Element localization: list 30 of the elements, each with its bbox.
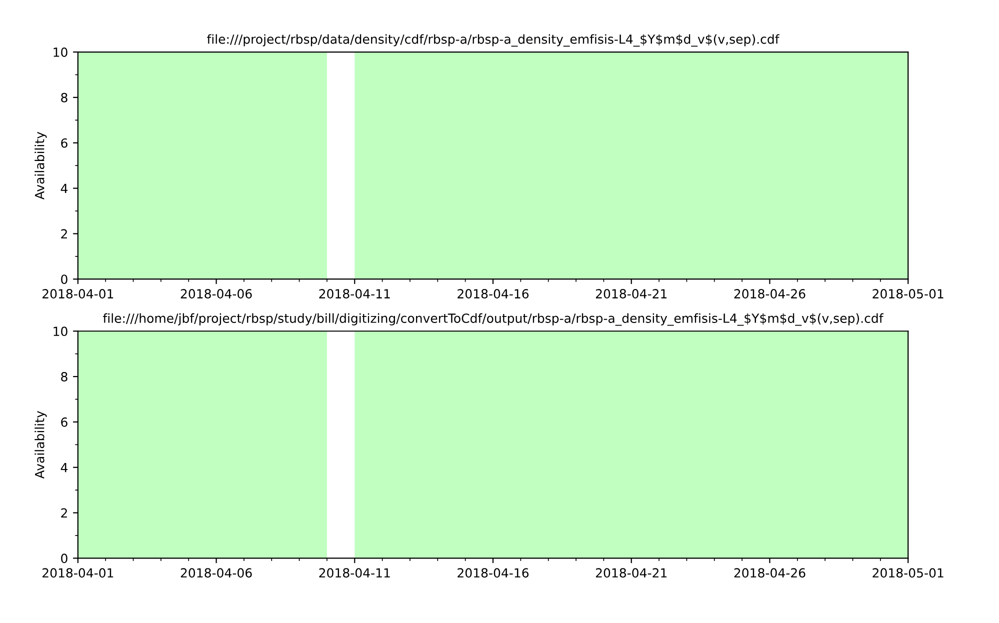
y-tick-label: 0 bbox=[61, 274, 68, 284]
y-tick-label: 4 bbox=[60, 184, 68, 194]
x-tick-label: 2018-04-01 bbox=[42, 568, 114, 578]
x-tick-label: 2018-04-06 bbox=[180, 568, 252, 578]
y-tick-label: 0 bbox=[61, 554, 68, 564]
x-tick-label: 2018-04-06 bbox=[180, 289, 252, 298]
y-axis-title: Availability bbox=[34, 132, 47, 200]
x-tick-label: 2018-04-11 bbox=[319, 568, 390, 578]
y-tick-label: 6 bbox=[61, 138, 68, 148]
x-tick-label: 2018-04-16 bbox=[458, 568, 529, 578]
y-tick-label: 8 bbox=[61, 92, 68, 102]
x-tick-label: 2018-04-01 bbox=[42, 289, 114, 298]
y-tick-label: 10 bbox=[54, 47, 68, 57]
y-tick-label: 2 bbox=[61, 229, 67, 238]
x-tick-label: 2018-04-21 bbox=[596, 568, 667, 578]
x-tick-label: 2018-04-11 bbox=[319, 289, 390, 298]
x-tick-label: 2018-04-26 bbox=[734, 568, 806, 578]
x-tick-label: 2018-05-01 bbox=[872, 289, 944, 298]
x-tick-label: 2018-05-01 bbox=[872, 568, 944, 578]
x-tick-label: 2018-04-21 bbox=[596, 289, 667, 298]
chart-title: file:///home/jbf/project/rbsp/study/bill/digitizing/convertToCdf/output/rbsp-a/rbsp-a_density_emfisis-L4_$Y$m$d_v$(v,sep).cdf bbox=[103, 313, 884, 326]
y-axis-title: Availability bbox=[34, 410, 47, 479]
x-tick-label: 2018-04-16 bbox=[458, 289, 529, 298]
y-tick-label: 2 bbox=[61, 508, 67, 518]
x-tick-label: 2018-04-26 bbox=[734, 289, 806, 298]
y-tick-label: 8 bbox=[61, 372, 68, 382]
y-tick-label: 4 bbox=[60, 463, 68, 472]
y-tick-label: 6 bbox=[61, 417, 68, 427]
y-tick-label: 10 bbox=[54, 326, 68, 336]
chart-title: file:///project/rbsp/data/density/cdf/rbsp-a/rbsp-a_density_emfisis-L4_$Y$m$d_v$(v,sep).cdf bbox=[207, 34, 780, 47]
